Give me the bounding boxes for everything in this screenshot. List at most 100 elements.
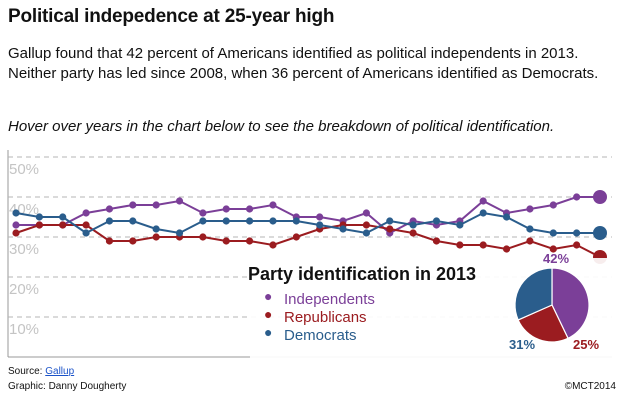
point-democrats <box>502 213 511 221</box>
point-independents <box>316 213 324 221</box>
point-democrats <box>12 209 20 217</box>
series-line-democrats <box>15 211 600 235</box>
legend-marker: ● <box>264 306 272 322</box>
point-democrats <box>152 225 160 233</box>
point-republicans <box>12 229 20 237</box>
y-tick-label: 20% <box>9 281 39 298</box>
point-independents <box>593 190 607 204</box>
point-independents <box>573 193 581 201</box>
point-democrats <box>59 213 67 221</box>
point-democrats <box>269 217 277 225</box>
point-republicans <box>432 237 441 245</box>
point-republicans <box>246 237 254 245</box>
y-tick-label: 30% <box>9 241 39 258</box>
point-democrats <box>175 229 184 237</box>
intro-paragraph: Gallup found that 42 percent of American… <box>8 45 599 82</box>
point-democrats <box>222 217 230 225</box>
point-democrats <box>316 221 324 229</box>
legend-marker: ● <box>264 288 272 304</box>
point-democrats <box>362 229 370 237</box>
point-republicans <box>386 225 394 233</box>
source-link[interactable]: Gallup <box>45 366 75 377</box>
point-independents <box>269 201 277 209</box>
point-independents <box>105 205 114 213</box>
point-democrats <box>35 213 43 221</box>
point-republicans <box>269 241 277 249</box>
page-title: Political indepedence at 25-year high <box>8 6 335 27</box>
point-democrats <box>292 217 300 225</box>
point-independents <box>222 205 230 213</box>
y-tick-label: 50% <box>9 161 39 178</box>
point-independents <box>549 201 557 209</box>
legend-label-independents: Independents <box>284 291 375 308</box>
point-democrats <box>199 217 207 225</box>
pie-label: 25% <box>573 337 599 352</box>
year-hover-column[interactable] <box>4 150 27 357</box>
point-independents <box>152 201 160 209</box>
year-hover-column[interactable] <box>144 150 167 357</box>
point-republicans <box>292 233 300 241</box>
point-republicans <box>479 241 487 249</box>
point-democrats <box>82 229 90 237</box>
legend-label-republicans: Republicans <box>284 309 367 326</box>
pie-title: Party identification in 2013 <box>248 264 476 284</box>
point-independents <box>199 209 207 217</box>
point-democrats <box>549 229 557 237</box>
hover-hint: Hover over years in the chart below to s… <box>8 118 555 135</box>
point-democrats <box>339 225 347 233</box>
point-republicans <box>502 245 511 253</box>
point-republicans <box>573 241 581 249</box>
source-prefix: Source: <box>8 366 46 377</box>
point-republicans <box>362 221 370 229</box>
point-democrats <box>526 225 534 233</box>
year-hover-column[interactable] <box>98 150 121 357</box>
copyright: ©MCT2014 <box>564 381 616 392</box>
pie-label: 31% <box>509 337 535 352</box>
year-hover-column[interactable] <box>51 150 74 357</box>
point-independents <box>526 205 534 213</box>
point-republicans <box>222 237 230 245</box>
point-republicans <box>456 241 464 249</box>
year-hover-column[interactable] <box>191 150 214 357</box>
point-democrats <box>432 217 441 225</box>
point-republicans <box>199 233 207 241</box>
point-independents <box>12 221 20 229</box>
year-hover-column[interactable] <box>28 150 51 357</box>
point-republicans <box>82 221 90 229</box>
series-line-independents <box>16 196 600 235</box>
point-independents <box>362 209 370 217</box>
y-tick-label: 10% <box>9 321 39 338</box>
point-independents <box>479 197 487 205</box>
point-republicans <box>105 237 114 245</box>
point-republicans <box>152 233 160 241</box>
point-democrats <box>129 217 137 225</box>
year-hover-column[interactable] <box>74 150 97 357</box>
point-republicans <box>549 245 557 253</box>
pie-slice-republicans <box>517 304 569 343</box>
year-hover-column[interactable] <box>121 150 144 357</box>
point-democrats <box>573 229 581 237</box>
year-hover-column[interactable] <box>215 150 238 357</box>
graphic-credit: Graphic: Danny Dougherty <box>8 381 127 392</box>
point-republicans <box>526 237 534 245</box>
legend-label-democrats: Democrats <box>284 327 357 344</box>
series-line-republicans <box>15 224 601 258</box>
point-republicans <box>129 237 137 245</box>
legend-marker: ● <box>264 324 272 340</box>
source-line: Source: Gallup <box>8 366 74 377</box>
point-democrats <box>246 217 254 225</box>
year-hover-column[interactable] <box>168 150 191 357</box>
pie-slice-independents <box>551 267 590 340</box>
point-democrats <box>105 217 114 225</box>
point-democrats <box>479 209 487 217</box>
pie-label: 42% <box>543 251 569 266</box>
point-democrats <box>456 221 464 229</box>
point-democrats <box>386 217 394 225</box>
point-independents <box>129 201 137 209</box>
point-independents <box>82 209 90 217</box>
point-democrats <box>409 221 417 229</box>
point-republicans <box>409 229 417 237</box>
pie-slice-democrats <box>514 267 553 321</box>
point-republicans <box>59 221 67 229</box>
